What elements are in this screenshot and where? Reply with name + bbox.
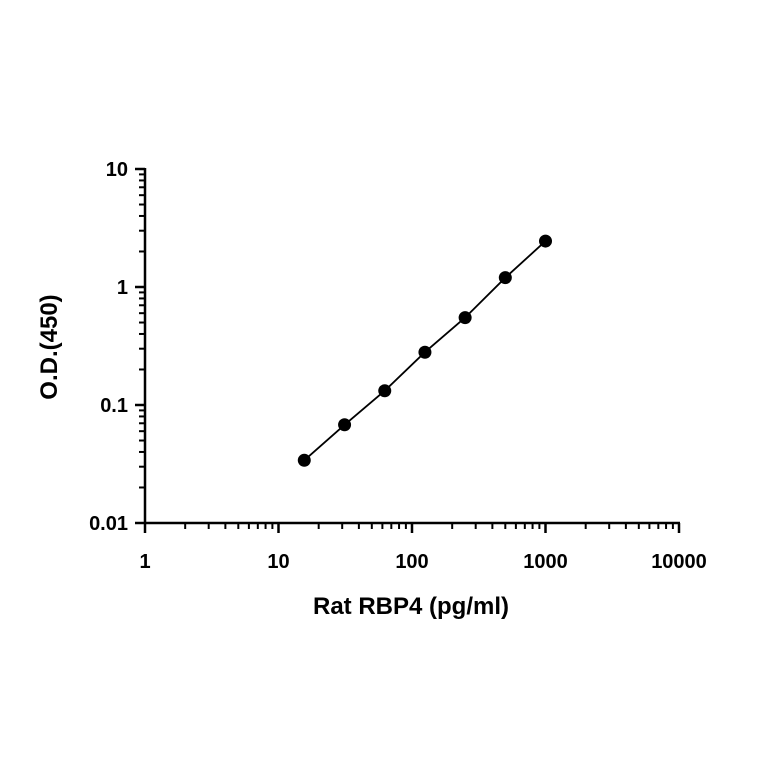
x-axis-title: Rat RBP4 (pg/ml) — [313, 593, 509, 620]
y-tick-label: 0.01 — [89, 513, 128, 535]
data-point — [539, 234, 552, 248]
data-point — [458, 311, 472, 325]
data-points — [297, 234, 552, 467]
data-point — [378, 384, 392, 398]
y-tick-label: 1 — [117, 277, 128, 299]
x-tick-label: 1000 — [523, 551, 568, 573]
data-point — [418, 345, 432, 359]
y-tick-labels: 0.01 0.1 1 10 — [89, 159, 128, 535]
x-tick-label: 100 — [395, 551, 428, 573]
data-point — [498, 271, 512, 285]
axes — [135, 167, 681, 533]
y-tick-label: 0.1 — [100, 395, 128, 417]
x-tick-label: 10 — [267, 551, 289, 573]
x-tick-label: 1 — [139, 551, 150, 573]
y-tick-label: 10 — [106, 159, 128, 181]
y-axis-title: O.D.(450) — [36, 294, 63, 399]
minor-ticks — [139, 173, 674, 529]
data-point — [338, 418, 352, 432]
data-point — [297, 453, 311, 467]
x-tick-label: 10000 — [651, 551, 707, 573]
x-tick-labels: 1 10 100 1000 10000 — [139, 551, 706, 573]
